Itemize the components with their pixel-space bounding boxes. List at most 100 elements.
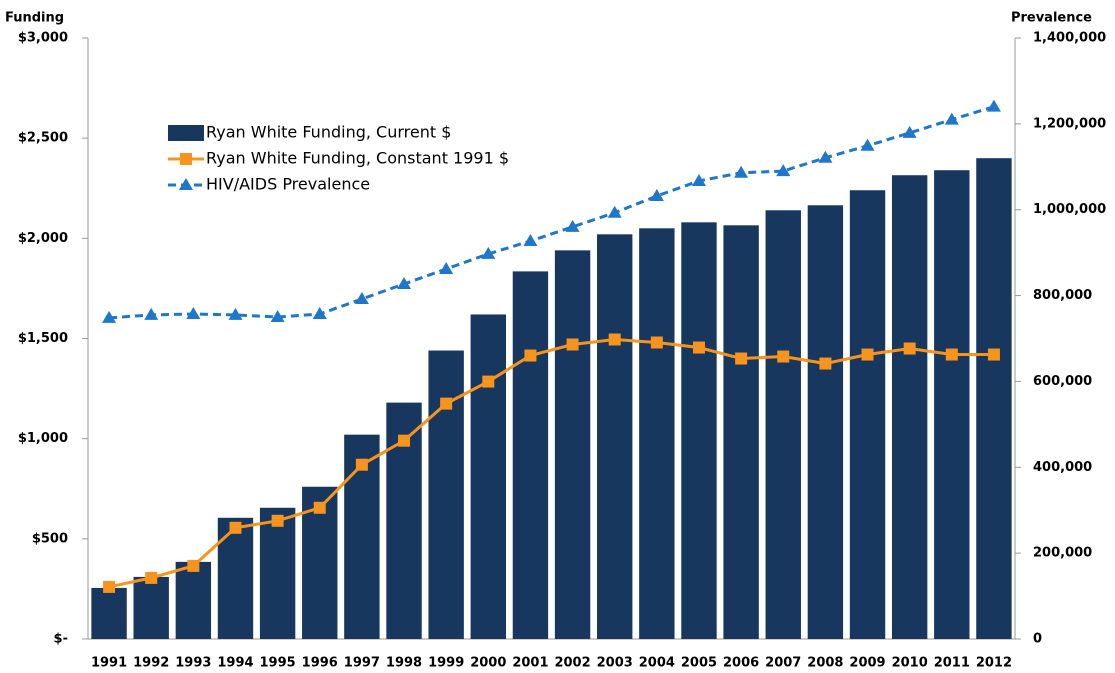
bar — [512, 271, 549, 639]
bar — [639, 228, 675, 640]
y2-tick-label: 200,000 — [1033, 546, 1092, 561]
marker — [187, 559, 200, 572]
x-tick-label: 1997 — [344, 656, 380, 671]
bar — [259, 507, 296, 639]
marker — [270, 310, 285, 323]
marker — [734, 165, 749, 178]
bar — [849, 190, 886, 639]
marker — [650, 336, 663, 349]
x-tick-label: 2002 — [554, 656, 590, 671]
legend-marker — [180, 153, 192, 165]
marker — [229, 521, 242, 534]
y2-tick-label: 0 — [1033, 632, 1042, 647]
y-tick-label: $2,000 — [18, 231, 68, 246]
x-tick-label: 2011 — [934, 656, 970, 671]
x-tick-label: 1995 — [260, 656, 296, 671]
legend-label: Ryan White Funding, Constant 1991 $ — [206, 149, 509, 168]
marker — [944, 112, 959, 125]
marker — [692, 341, 705, 354]
marker — [355, 458, 368, 471]
y2-tick-label: 400,000 — [1033, 460, 1092, 475]
bar — [934, 170, 970, 639]
marker — [271, 514, 284, 527]
legend-swatch — [168, 125, 204, 141]
bar — [807, 205, 844, 640]
marker — [440, 397, 453, 410]
bar — [554, 250, 591, 639]
marker — [313, 501, 326, 514]
x-tick-label: 1999 — [428, 656, 464, 671]
bar — [470, 314, 506, 639]
x-tick-label: 1994 — [217, 656, 253, 671]
line — [108, 105, 995, 320]
marker — [818, 150, 833, 163]
marker — [607, 205, 622, 218]
y-tick-label: $2,500 — [18, 131, 68, 146]
marker — [987, 348, 1000, 361]
y-tick-label: $1,500 — [18, 331, 68, 346]
x-tick-label: 2006 — [723, 656, 759, 671]
marker — [186, 307, 201, 320]
bar — [217, 517, 254, 639]
y-tick-label: $1,000 — [18, 431, 68, 446]
marker — [312, 307, 327, 320]
y2-tick-label: 800,000 — [1033, 288, 1092, 303]
marker — [861, 348, 874, 361]
bar — [175, 561, 212, 639]
marker — [481, 246, 496, 259]
marker — [103, 580, 116, 593]
x-tick-label: 2010 — [892, 656, 928, 671]
marker — [354, 292, 369, 305]
bar — [723, 225, 759, 640]
marker — [819, 357, 832, 370]
bar — [681, 222, 717, 639]
marker — [608, 333, 621, 346]
bar — [891, 175, 928, 639]
marker — [398, 434, 411, 447]
bar — [597, 234, 633, 639]
marker — [566, 338, 579, 351]
marker — [777, 350, 790, 363]
x-tick-label: 1991 — [91, 656, 127, 671]
marker — [735, 352, 748, 365]
marker — [439, 261, 454, 274]
marker — [986, 99, 1001, 112]
y-axis-title: Funding — [5, 11, 64, 26]
y2-tick-label: 600,000 — [1033, 374, 1092, 389]
y2-tick-label: 1,200,000 — [1033, 116, 1106, 131]
legend-label: Ryan White Funding, Current $ — [206, 123, 451, 142]
bar — [976, 158, 1012, 639]
marker — [523, 234, 538, 247]
marker — [649, 188, 664, 201]
x-tick-label: 2001 — [512, 656, 548, 671]
marker — [691, 173, 706, 186]
marker — [482, 375, 495, 388]
x-tick-label: 2009 — [849, 656, 885, 671]
legend-label: HIV/AIDS Prevalence — [206, 175, 370, 194]
y-tick-label: $500 — [32, 531, 68, 546]
line — [108, 337, 994, 589]
x-tick-label: 2008 — [807, 656, 843, 671]
marker — [902, 125, 917, 138]
y2-tick-label: 1,400,000 — [1033, 31, 1106, 46]
y2-axis-title: Prevalence — [1011, 11, 1092, 26]
legend-marker — [179, 178, 193, 190]
x-tick-label: 1996 — [302, 656, 338, 671]
marker — [903, 342, 916, 355]
y2-tick-label: 1,000,000 — [1033, 202, 1106, 217]
y-tick-label: $- — [54, 632, 68, 647]
bar — [91, 587, 127, 639]
marker — [776, 164, 791, 177]
bar — [765, 210, 801, 639]
x-tick-label: 1993 — [175, 656, 211, 671]
x-tick-label: 2004 — [639, 656, 675, 671]
marker — [102, 310, 117, 323]
marker — [945, 348, 958, 361]
y-tick-label: $3,000 — [18, 31, 68, 46]
bar — [428, 350, 464, 639]
x-tick-label: 2003 — [597, 656, 633, 671]
x-tick-label: 1998 — [386, 656, 422, 671]
marker — [397, 276, 412, 289]
x-tick-label: 1992 — [133, 656, 169, 671]
